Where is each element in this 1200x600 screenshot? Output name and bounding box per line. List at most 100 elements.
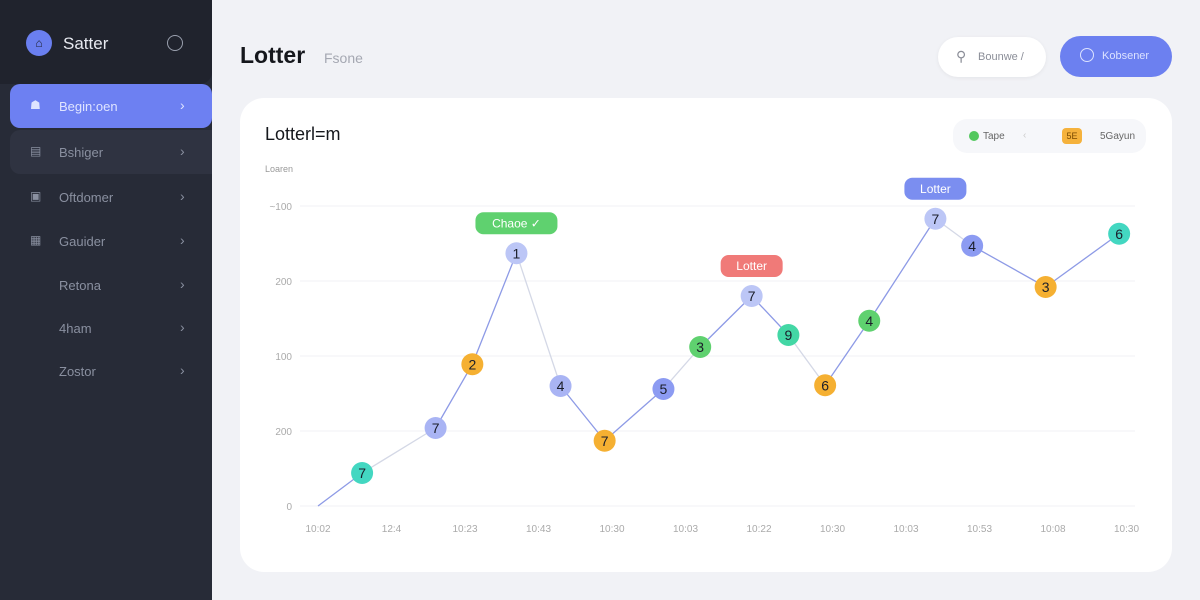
series-line-segment xyxy=(824,320,870,386)
chart-title: Lotterl=m xyxy=(265,124,341,144)
data-point-marker xyxy=(689,336,712,358)
data-point: 1 xyxy=(505,242,528,265)
data-point: 3 xyxy=(689,336,712,358)
data-point-marker xyxy=(740,285,763,307)
x-tick-label: 10:30 xyxy=(1114,524,1139,535)
x-tick-label: 10:30 xyxy=(820,524,845,535)
sidebar: ⌂ Satter ☗ Begin:oen › ▤ Bshiger › ▣ Oftdomer › ▦… xyxy=(0,0,212,600)
y-tick-label: 100 xyxy=(275,352,292,363)
sidebar-item[interactable]: 4ham › xyxy=(10,306,212,350)
data-point-marker xyxy=(1034,276,1057,298)
line-chart: 0 200 100 200 ~100 10:02 12:4 10:23 10:43 10:30 10… xyxy=(269,177,1139,535)
data-point: 7 xyxy=(593,429,616,452)
data-point-marker xyxy=(593,429,616,452)
annotation-badge xyxy=(475,212,558,235)
data-point-marker xyxy=(424,417,447,439)
sidebar-item-label: Begin:oen xyxy=(59,99,118,114)
data-point-marker xyxy=(351,462,374,484)
series-line-segment xyxy=(604,388,664,442)
sidebar-item[interactable]: ▤ Bshiger › xyxy=(10,130,212,174)
legend-item-2[interactable]: 5Gayun xyxy=(1100,131,1136,142)
brand: ⌂ Satter xyxy=(0,0,212,84)
annotation-text: Lotter xyxy=(920,182,951,196)
status-ring-icon[interactable] xyxy=(167,35,183,51)
sidebar-item[interactable]: ▦ Gauider › xyxy=(10,219,212,263)
data-point-label: 4 xyxy=(865,313,873,329)
primary-button[interactable]: Kobsener xyxy=(1060,36,1172,77)
series-line-segment xyxy=(560,385,606,442)
series-line-segment xyxy=(361,427,436,474)
data-point-label: 4 xyxy=(968,238,976,254)
sidebar-item[interactable]: Zostor › xyxy=(10,349,212,393)
data-point-label: 3 xyxy=(1042,279,1050,295)
data-point-label: 9 xyxy=(785,327,793,343)
search-button[interactable]: ⚲ Bounwe / xyxy=(938,37,1046,77)
sidebar-item-label: Gauider xyxy=(59,234,106,249)
y-tick-label: 200 xyxy=(275,277,292,288)
data-point: 5 xyxy=(652,378,675,400)
grid-icon: ▤ xyxy=(30,144,42,158)
sidebar-item-label: Oftdomer xyxy=(59,190,114,205)
annotation-badge xyxy=(720,255,783,277)
annotation-badge xyxy=(904,177,967,200)
data-point: 3 xyxy=(1034,276,1057,298)
data-point: 6 xyxy=(814,374,837,397)
data-point: 4 xyxy=(961,234,984,257)
x-tick-label: 10:53 xyxy=(967,524,992,535)
series-line-segment xyxy=(1045,233,1120,288)
data-point-label: 7 xyxy=(358,465,366,481)
sidebar-item[interactable]: Retona › xyxy=(10,263,212,307)
x-tick-label: 10:43 xyxy=(526,524,551,535)
data-point-marker xyxy=(961,234,984,257)
sidebar-item[interactable]: ☗ Begin:oen › xyxy=(10,84,212,128)
page-subtitle: Fsone xyxy=(324,50,363,66)
data-point-marker xyxy=(505,242,528,265)
data-point: 2 xyxy=(461,353,484,376)
chevron-right-icon: › xyxy=(180,143,185,159)
data-point-label: 7 xyxy=(432,420,440,436)
x-tick-label: 10:03 xyxy=(893,524,918,535)
data-point-marker xyxy=(924,207,947,230)
legend-dot xyxy=(969,131,979,141)
data-point-label: 7 xyxy=(748,288,756,304)
legend-item-1[interactable]: Tape xyxy=(983,131,1005,142)
data-point: 7 xyxy=(424,417,447,439)
x-tick-label: 10:30 xyxy=(599,524,624,535)
data-point-label: 7 xyxy=(932,211,940,227)
data-point-label: 6 xyxy=(821,377,829,393)
data-point-label: 5 xyxy=(660,381,668,397)
table-icon: ▦ xyxy=(30,233,42,247)
users-icon: ☗ xyxy=(30,98,41,112)
y-axis-label: Loaren xyxy=(265,164,294,174)
data-point: 7 xyxy=(924,207,947,230)
chevron-right-icon: › xyxy=(180,362,185,378)
x-tick-label: 10:03 xyxy=(673,524,698,535)
y-tick-label: 0 xyxy=(286,502,292,513)
data-point-marker xyxy=(461,353,484,376)
chevron-right-icon: › xyxy=(180,97,185,113)
data-point-marker xyxy=(549,375,572,397)
chevron-right-icon: › xyxy=(180,319,185,335)
sidebar-item[interactable]: ▣ Oftdomer › xyxy=(10,175,212,219)
series-line-segment xyxy=(699,295,753,348)
legend: Tape ‹ 5E 5Gayun xyxy=(953,119,1146,153)
x-tick-label: 10:23 xyxy=(452,524,477,535)
legend-separator: ‹ xyxy=(1023,130,1027,141)
annotation-text: Chaoe ✓ xyxy=(492,216,541,230)
sidebar-item-label: Bshiger xyxy=(59,145,104,160)
series-line-segment xyxy=(868,218,936,322)
x-tick-label: 10:02 xyxy=(305,524,330,535)
y-tick-label: 200 xyxy=(275,427,292,438)
data-point-label: 6 xyxy=(1115,226,1123,242)
series-line-segment xyxy=(971,245,1046,288)
data-point: 7 xyxy=(351,462,374,484)
data-point: 7 xyxy=(740,285,763,307)
logo-icon: ⌂ xyxy=(26,30,52,56)
sidebar-item-label: Zostor xyxy=(59,364,96,379)
sidebar-item-label: 4ham xyxy=(59,321,92,336)
data-point: 9 xyxy=(777,324,800,346)
chart-card: Lotterl=m Tape ‹ 5E 5Gayun Loaren 0 200 10… xyxy=(240,98,1172,572)
primary-button-label: Kobsener xyxy=(1102,50,1150,62)
data-point-marker xyxy=(652,378,675,400)
data-point-marker xyxy=(1108,222,1131,245)
